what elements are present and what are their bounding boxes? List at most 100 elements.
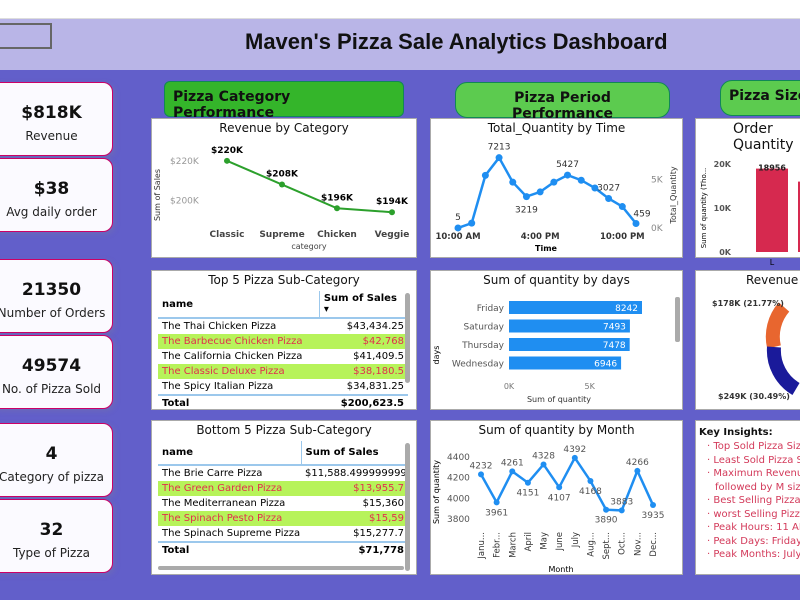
kpi-label: Avg daily order xyxy=(6,205,97,219)
y-axis-label: Sum of quantity (Tho... xyxy=(700,168,708,249)
data-label: 7213 xyxy=(488,143,511,153)
data-label: 7478 xyxy=(603,341,626,351)
total-row: Total $200,623.5 xyxy=(158,395,408,411)
insight-item: · Maximum Revenu xyxy=(707,468,800,479)
horizontal-scrollbar[interactable] xyxy=(158,566,404,570)
chart-title: Revenue by Category xyxy=(219,121,349,135)
x-axis-label: Time xyxy=(535,244,558,253)
y-tick: 0K xyxy=(651,224,664,234)
total-row: Total $71,778 xyxy=(158,542,408,558)
x-tick: 5K xyxy=(585,382,596,391)
data-point xyxy=(524,479,531,486)
y-tick: 10K xyxy=(714,204,732,213)
line-chart: 4400 4200 4000 3800 4232 Janu... 3961 Febr... 42… xyxy=(432,445,665,574)
series-line xyxy=(226,159,393,214)
data-point xyxy=(577,176,585,184)
data-label: 4232 xyxy=(470,461,493,471)
y-tick: Thursday xyxy=(461,341,505,351)
insight-item: · Peak Months: July xyxy=(707,549,800,560)
data-label: $196K xyxy=(321,193,354,203)
x-axis-label: Month xyxy=(548,565,573,574)
data-label: 3027 xyxy=(597,183,620,193)
kpi-category-count: 4 Category of pizza xyxy=(0,423,113,497)
data-point xyxy=(522,193,530,201)
insight-item: · Peak Hours: 11 AM xyxy=(707,522,800,533)
column-header-sales[interactable]: Sum of Sales xyxy=(300,441,408,465)
data-point xyxy=(468,219,476,227)
column-header-name[interactable]: name xyxy=(162,298,194,310)
data-point xyxy=(605,194,613,202)
insights-title: Key Insights: xyxy=(699,427,773,438)
data-label: 3935 xyxy=(642,511,665,521)
data-label: 459 xyxy=(633,210,650,220)
pie-slice xyxy=(765,302,790,349)
order-quantity-by-size-chart: Order Quantity Sum of quantity (Tho... 20… xyxy=(695,118,800,267)
x-tick: July xyxy=(571,532,581,548)
kpi-label: Revenue xyxy=(25,129,78,143)
y-tick: $200K xyxy=(170,196,200,206)
chart-title: Sum of quantity by Month xyxy=(478,423,635,437)
column-header-sales[interactable]: Sum of Sales ▾ xyxy=(318,291,408,318)
bottom5-table-panel: Bottom 5 Pizza Sub-Category name Sum of S… xyxy=(151,420,417,575)
scrollbar[interactable] xyxy=(675,297,680,342)
dashboard-body: $818K Revenue $38 Avg daily order 21350 Num… xyxy=(0,70,800,600)
x-tick: 0K xyxy=(504,382,515,391)
kpi-label: Number of Orders xyxy=(0,306,106,320)
data-point xyxy=(632,220,640,228)
x-tick: Sept... xyxy=(602,532,612,559)
data-label: 18956 xyxy=(758,164,786,173)
x-axis-label: category xyxy=(291,242,327,251)
y-axis-label: Sum of quantity xyxy=(432,460,441,524)
nav-button[interactable] xyxy=(0,23,52,49)
period-performance-button[interactable]: Pizza Period Performance xyxy=(455,82,670,122)
y-axis-label: Total_Quantity xyxy=(669,166,678,225)
table-row: The Green Garden Pizza $13,955.7 xyxy=(158,481,408,496)
data-point xyxy=(454,224,462,232)
data-label: 5 xyxy=(455,213,461,223)
data-point xyxy=(540,461,547,468)
scrollbar[interactable] xyxy=(405,293,410,383)
table-row: The Spinach Supreme Pizza $15,277.7 xyxy=(162,528,404,539)
size-performance-button[interactable]: Pizza Size xyxy=(720,80,800,116)
column-header-name[interactable]: name xyxy=(162,447,194,458)
table-row: The Spicy Italian Pizza $34,831.25 xyxy=(162,381,404,392)
x-tick: April xyxy=(524,532,534,551)
series-line xyxy=(479,455,655,512)
data-label: $208K xyxy=(266,170,299,180)
data-point xyxy=(571,454,578,461)
bar xyxy=(756,168,788,252)
category-performance-button[interactable]: Pizza Category Performance xyxy=(164,81,404,121)
scrollbar[interactable] xyxy=(405,443,410,571)
data-label: 5427 xyxy=(556,160,579,170)
bar xyxy=(798,181,800,252)
x-tick: June xyxy=(555,532,565,552)
data-point xyxy=(556,484,563,491)
top5-table-panel: Top 5 Pizza Sub-Category name Sum of Sale… xyxy=(151,270,417,410)
x-tick: 4:00 PM xyxy=(521,232,560,242)
table-row: The Thai Chicken Pizza $43,434.25 xyxy=(162,321,404,332)
x-tick: 10:00 AM xyxy=(435,232,480,242)
bar-chart: Sum of quantity (Tho... 20K 10K 0K 18956 L xyxy=(700,160,800,267)
data-point xyxy=(618,203,626,211)
bar xyxy=(509,301,642,314)
data-label: 3890 xyxy=(595,516,618,526)
chart-title: Order Quantity xyxy=(733,121,794,153)
data-point xyxy=(481,171,489,179)
data-label: 4266 xyxy=(626,458,649,468)
data-point xyxy=(334,205,340,212)
chart-title: Sum of quantity by days xyxy=(483,273,630,287)
page-title: Maven's Pizza Sale Analytics Dashboard xyxy=(245,29,668,54)
data-point xyxy=(389,209,395,216)
table-title: Bottom 5 Pizza Sub-Category xyxy=(196,423,372,437)
kpi-value: 4 xyxy=(45,444,58,464)
table-row: The Classic Deluxe Pizza $38,180.5 xyxy=(158,364,408,379)
table-row: The Spinach Pesto Pizza $15,59 xyxy=(158,511,408,526)
kpi-avg-daily-order: $38 Avg daily order xyxy=(0,158,113,232)
x-tick: Dec... xyxy=(649,532,659,557)
y-tick: 20K xyxy=(714,160,732,169)
data-point xyxy=(564,171,572,179)
x-tick: Chicken xyxy=(317,230,357,240)
insight-item: · Peak Days: Friday, S xyxy=(707,535,800,547)
quantity-by-days-chart: Sum of quantity by days 8242 Friday 7493 Sa… xyxy=(430,270,683,410)
revenue-by-size-chart: Revenue $178K (21.77%) $249K (30.49%) xyxy=(695,270,800,410)
